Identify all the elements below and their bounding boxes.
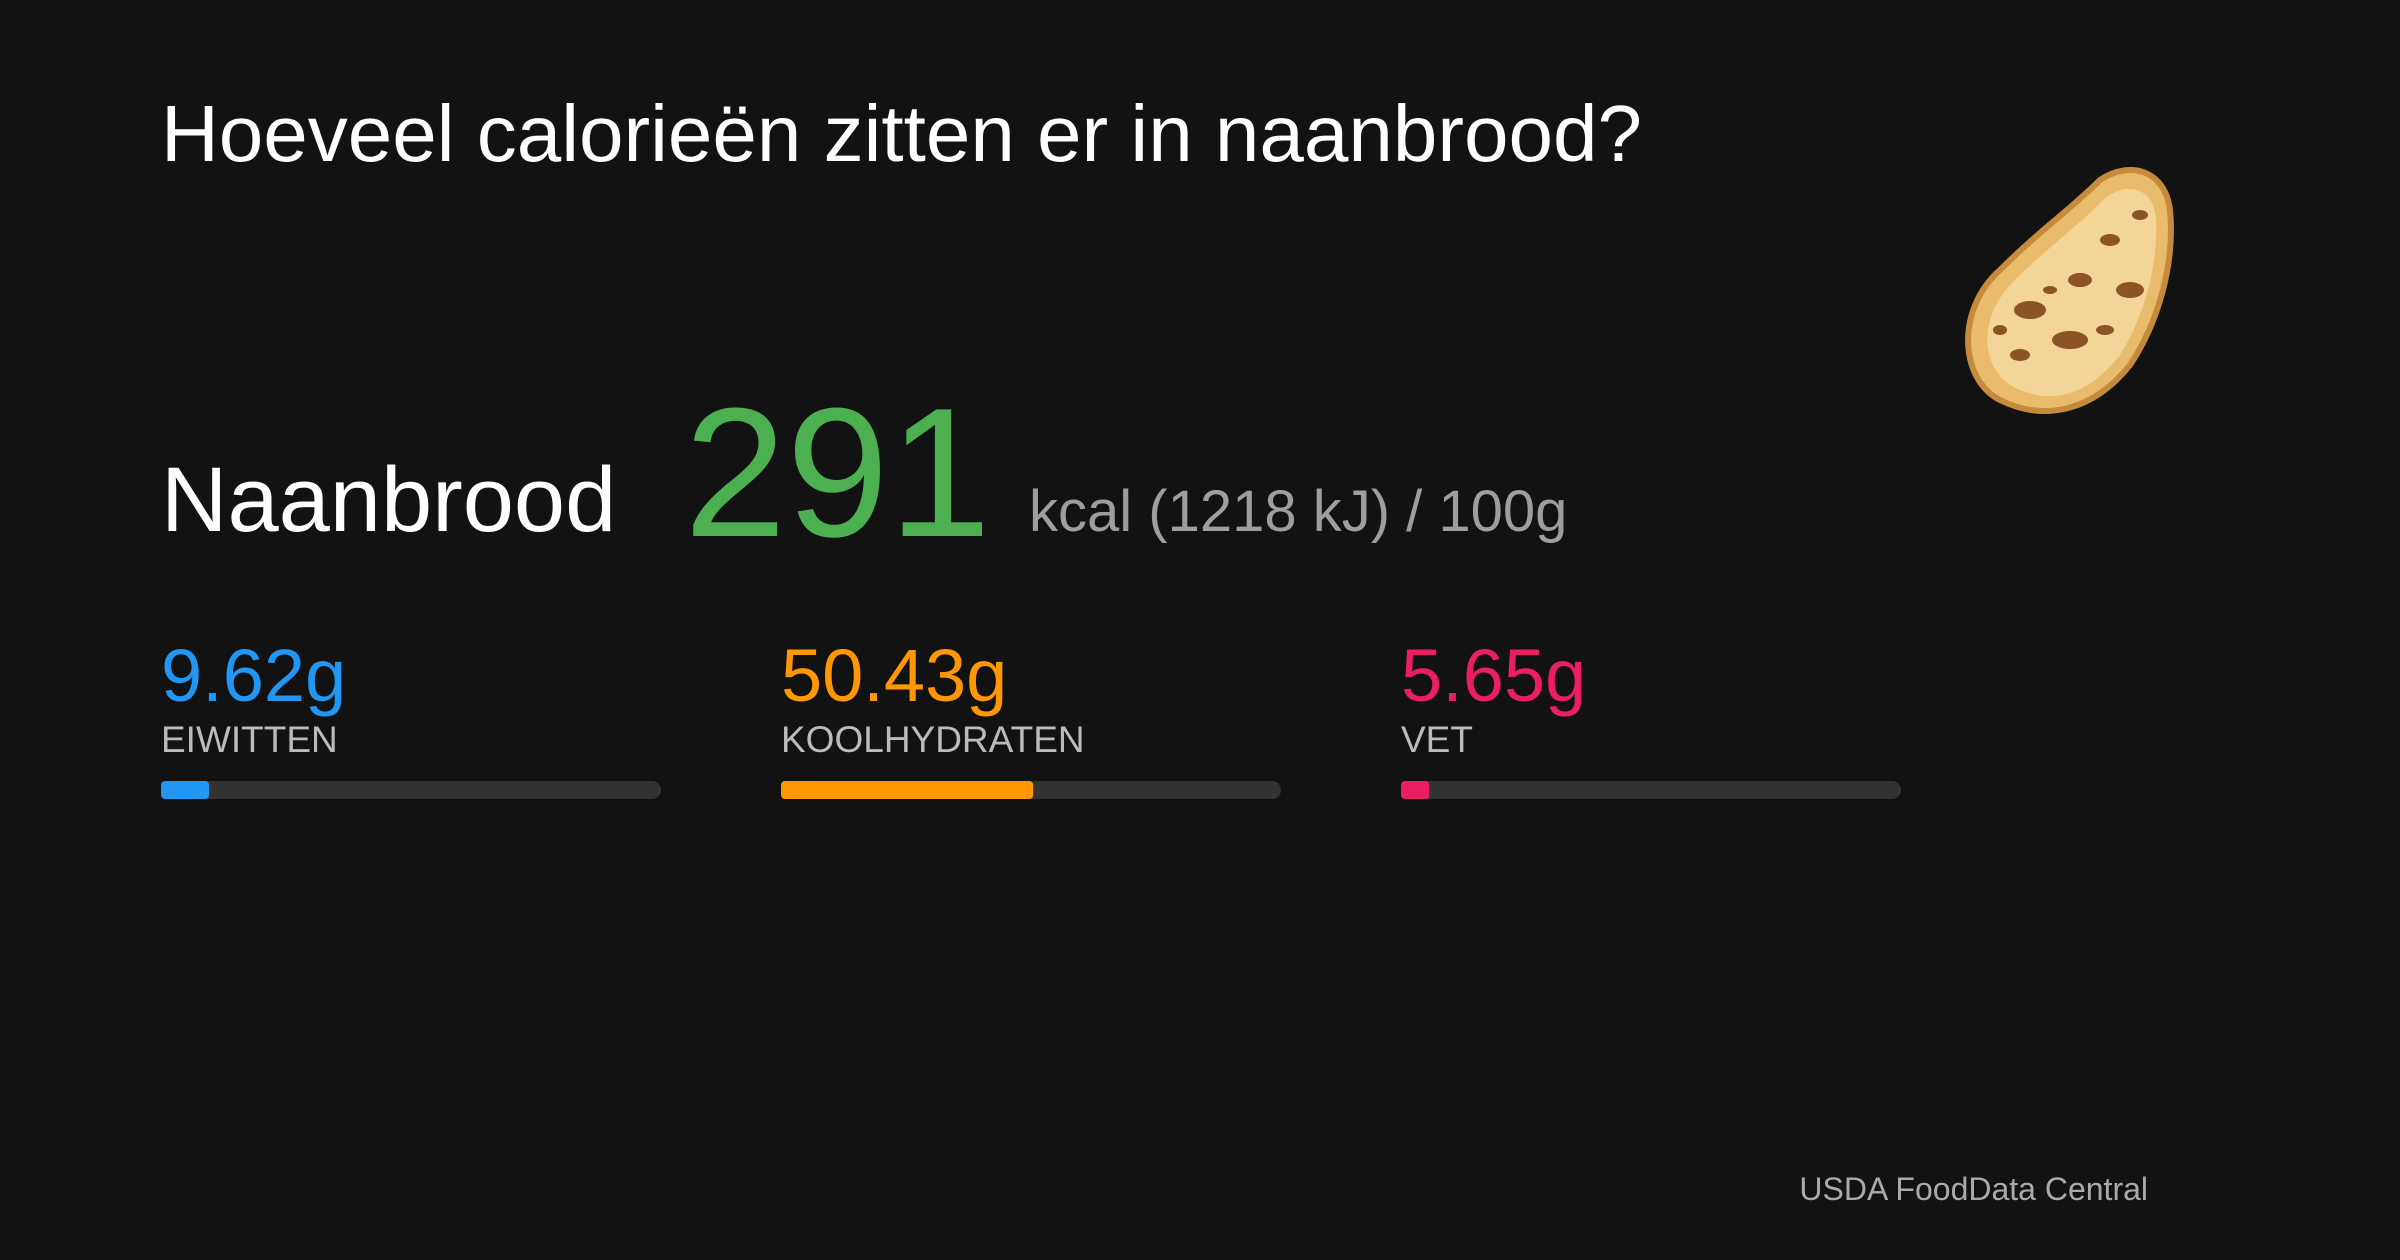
food-name: Naanbrood xyxy=(161,449,616,551)
macro-label: KOOLHYDRATEN xyxy=(781,719,1085,760)
bar-track xyxy=(161,781,661,799)
calorie-value: 291 xyxy=(684,369,991,575)
title: Hoeveel calorieën zitten er in naanbrood… xyxy=(161,89,1642,178)
macro-label: VET xyxy=(1401,719,1473,760)
bar xyxy=(781,781,1034,799)
macro-value: 9.62g xyxy=(161,634,346,717)
macro-label: EIWITTEN xyxy=(161,719,338,760)
calorie-unit: kcal (1218 kJ) / 100g xyxy=(1029,479,1567,544)
macro-value: 5.65g xyxy=(1401,634,1586,717)
source: USDA FoodData Central xyxy=(1799,1171,2148,1207)
bar xyxy=(161,781,210,799)
macro-value: 50.43g xyxy=(781,634,1007,717)
bar xyxy=(1401,781,1430,799)
naan-icon xyxy=(1965,167,2174,414)
bar-track xyxy=(1401,781,1901,799)
